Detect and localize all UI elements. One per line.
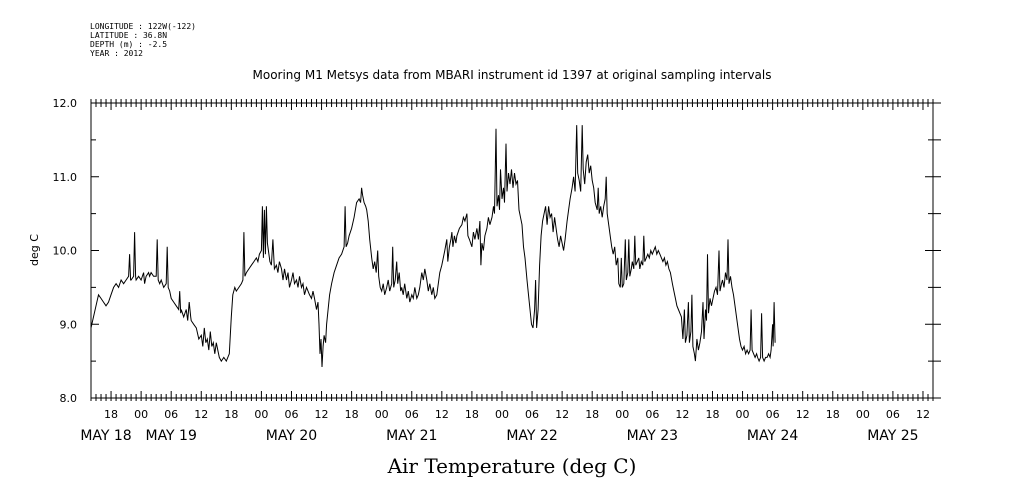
x-tick-label: 18 xyxy=(705,408,719,421)
x-tick-label: 06 xyxy=(164,408,178,421)
x-axis-label: Air Temperature (deg C) xyxy=(387,454,637,478)
x-day-label: MAY 20 xyxy=(266,428,317,444)
x-axis: 18 00 06 12 18 00 06 12 18 00 06 12 18 00 06 12 18 00 06 12… xyxy=(80,99,934,444)
x-day-label: MAY 22 xyxy=(506,428,557,444)
x-tick-label: 00 xyxy=(495,408,509,421)
x-tick-label: 12 xyxy=(916,408,930,421)
y-tick-label: 10.0 xyxy=(53,245,78,258)
x-tick-label: 12 xyxy=(194,408,208,421)
x-tick-label: 06 xyxy=(645,408,659,421)
x-tick-label: 18 xyxy=(465,408,479,421)
x-tick-label: 18 xyxy=(585,408,599,421)
y-tick-label: 9.0 xyxy=(60,318,78,331)
x-day-label: MAY 24 xyxy=(747,428,798,444)
x-tick-label: 06 xyxy=(405,408,419,421)
x-tick-label: 12 xyxy=(796,408,810,421)
x-tick-label: 12 xyxy=(435,408,449,421)
series-line-air-temperature xyxy=(90,125,776,368)
meta-latitude: LATITUDE : 36.8N xyxy=(90,31,168,40)
x-tick-label: 18 xyxy=(224,408,238,421)
chart-title: Mooring M1 Metsys data from MBARI instru… xyxy=(252,68,772,82)
x-tick-label: 18 xyxy=(826,408,840,421)
y-tick-label: 8.0 xyxy=(60,392,78,405)
y-tick-label: 11.0 xyxy=(53,171,78,184)
x-tick-label: 00 xyxy=(736,408,750,421)
x-tick-label: 00 xyxy=(254,408,268,421)
meta-depth: DEPTH (m) : -2.5 xyxy=(90,40,168,49)
x-day-label: MAY 25 xyxy=(867,428,918,444)
x-tick-label: 12 xyxy=(315,408,329,421)
x-tick-label: 06 xyxy=(886,408,900,421)
x-tick-label: 00 xyxy=(134,408,148,421)
x-day-label: MAY 23 xyxy=(627,428,678,444)
x-day-label: MAY 18 xyxy=(80,428,131,444)
x-tick-label: 06 xyxy=(525,408,539,421)
x-tick-label: 06 xyxy=(766,408,780,421)
x-tick-label: 18 xyxy=(345,408,359,421)
metadata-block: LONGITUDE : 122W(-122) LATITUDE : 36.8N … xyxy=(90,22,196,58)
meta-year: YEAR : 2012 xyxy=(90,49,143,58)
plot-frame xyxy=(90,102,934,399)
x-tick-label: 00 xyxy=(375,408,389,421)
y-axis: 8.0 9.0 10.0 11.0 12.0 xyxy=(53,97,941,405)
x-tick-label: 00 xyxy=(615,408,629,421)
x-tick-label: 12 xyxy=(555,408,569,421)
x-day-label: MAY 19 xyxy=(145,428,196,444)
x-tick-label: 18 xyxy=(104,408,118,421)
x-tick-label: 00 xyxy=(856,408,870,421)
x-tick-label: 06 xyxy=(284,408,298,421)
x-day-label: MAY 21 xyxy=(386,428,437,444)
x-tick-label: 12 xyxy=(675,408,689,421)
y-tick-label: 12.0 xyxy=(53,97,78,110)
meta-longitude: LONGITUDE : 122W(-122) xyxy=(90,22,196,31)
y-axis-label: deg C xyxy=(28,234,41,266)
